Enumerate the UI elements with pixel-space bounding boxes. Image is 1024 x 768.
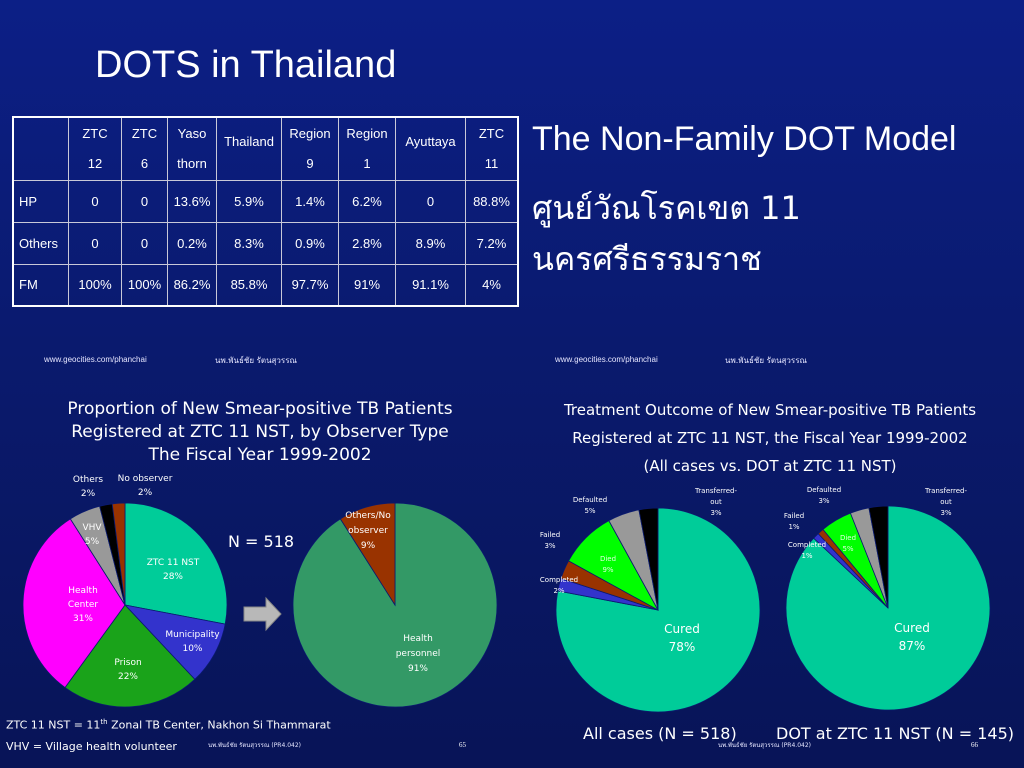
source-url-left: www.geocities.com/phanchai bbox=[44, 355, 147, 364]
page-number-left: 65 bbox=[459, 741, 466, 749]
observer-summary-pie bbox=[292, 502, 498, 708]
table-cell: 100% bbox=[68, 263, 122, 307]
pie-slice-transferred-out bbox=[868, 505, 889, 609]
outcome-all-cases-pie bbox=[555, 507, 761, 713]
table-cell: 1.4% bbox=[281, 179, 339, 223]
slice-label: Municipality 10% bbox=[165, 630, 220, 654]
caption-dot: DOT at ZTC 11 NST (N = 145) bbox=[776, 724, 1014, 743]
table-cell: 88.8% bbox=[465, 179, 519, 223]
table-cell: 91.1% bbox=[395, 263, 466, 307]
source-url-right: www.geocities.com/phanchai bbox=[555, 355, 658, 364]
page-number-right: 66 bbox=[971, 741, 978, 749]
slice-label: Transferred-out 3% bbox=[694, 487, 738, 517]
n-label: N = 518 bbox=[228, 532, 295, 551]
slice-label: Cured 87% bbox=[894, 621, 930, 653]
pie-slice-transferred-out bbox=[638, 507, 659, 611]
slice-label: Others 2% bbox=[72, 475, 104, 499]
author-right: นพ.พันธ์ชัย รัตนสุวรรณ bbox=[725, 356, 807, 365]
table-cell: 5.9% bbox=[216, 179, 282, 223]
footer-author-left: นพ.พันธ์ชัย รัตนสุวรรณ (PR4.042) bbox=[208, 742, 301, 749]
table-cell: 6.2% bbox=[338, 179, 396, 223]
slice-label: Transferred-out 3% bbox=[924, 487, 968, 517]
slice-label: Prison 22% bbox=[114, 658, 142, 682]
slice-label: No observer 2% bbox=[117, 474, 173, 498]
table-cell: 4% bbox=[465, 263, 519, 307]
pie-slice-no-observer bbox=[111, 502, 126, 606]
footer-author-right: นพ.พันธ์ชัย รัตนสุวรรณ (PR4.042) bbox=[718, 742, 811, 749]
slice-label: Completed 2% bbox=[539, 576, 579, 595]
table-cell: 86.2% bbox=[167, 263, 217, 307]
table-row: FM 100% 100% 86.2% 85.8% 97.7% 91% 91.1%… bbox=[12, 263, 519, 307]
slice-label: Died 9% bbox=[599, 555, 617, 574]
table-header-cell: Thailand bbox=[216, 116, 282, 181]
dots-comparison-table: ZTC 12 ZTC 6 Yaso thorn Thailand Region 9 Re… bbox=[12, 116, 519, 307]
pie-slice-prison bbox=[64, 604, 196, 708]
pie-slice-ztc-11-nst bbox=[124, 502, 228, 625]
table-cell: 91% bbox=[338, 263, 396, 307]
slide-title: DOTS in Thailand bbox=[95, 44, 397, 86]
table-header-row: ZTC 12 ZTC 6 Yaso thorn Thailand Region 9 Re… bbox=[12, 116, 519, 181]
footnote-vhv: VHV = Village health volunteer bbox=[6, 740, 177, 753]
table-cell: 0 bbox=[68, 221, 122, 265]
caption-all-cases: All cases (N = 518) bbox=[583, 724, 737, 743]
slice-label: Health Center 31% bbox=[67, 586, 99, 624]
thai-subtitle: ศูนย์วัณโรคเขต 11 นครศรีธรรมราช bbox=[532, 189, 801, 278]
outcome-dot-pie bbox=[785, 505, 991, 711]
table-header-cell: Yaso thorn bbox=[167, 116, 217, 181]
slice-label: Died 5% bbox=[839, 534, 857, 553]
slice-label: Defaulted 5% bbox=[572, 496, 608, 515]
slice-label: Defaulted 3% bbox=[806, 486, 842, 505]
table-cell: 7.2% bbox=[465, 221, 519, 265]
slice-label: Health personnel 91% bbox=[395, 634, 441, 674]
table-header-cell: Ayuttaya bbox=[395, 116, 466, 181]
table-row: HP 0 0 13.6% 5.9% 1.4% 6.2% 0 88.8% bbox=[12, 179, 519, 223]
observer-type-pie bbox=[22, 502, 228, 708]
table-cell: 2.8% bbox=[338, 221, 396, 265]
model-title: The Non-Family DOT Model bbox=[532, 120, 957, 158]
table-header-cell: ZTC 12 bbox=[68, 116, 122, 181]
table-cell: 0 bbox=[121, 179, 168, 223]
footnote-ztc: ZTC 11 NST = 11th Zonal TB Center, Nakho… bbox=[6, 718, 331, 732]
right-chart-title: Treatment Outcome of New Smear-positive … bbox=[563, 401, 977, 475]
table-cell: 97.7% bbox=[281, 263, 339, 307]
left-chart-title: Proportion of New Smear-positive TB Pati… bbox=[67, 399, 453, 465]
table-cell: 0 bbox=[68, 179, 122, 223]
table-cell: 0.9% bbox=[281, 221, 339, 265]
pie-slice-health-center bbox=[22, 518, 126, 689]
table-header-cell: Region 1 bbox=[338, 116, 396, 181]
slice-label: Cured 78% bbox=[664, 622, 700, 654]
pie-slice-others-no-observer bbox=[339, 502, 396, 607]
slice-label: VHV 5% bbox=[82, 523, 102, 547]
slice-label: Failed 3% bbox=[539, 531, 561, 550]
slice-label: ZTC 11 NST 28% bbox=[146, 558, 200, 582]
author-left: นพ.พันธ์ชัย รัตนสุวรรณ bbox=[215, 356, 297, 365]
row-label: FM bbox=[12, 263, 69, 307]
slice-label: Failed 1% bbox=[783, 512, 805, 531]
table-cell: 8.9% bbox=[395, 221, 466, 265]
slice-label: Completed 1% bbox=[787, 541, 827, 560]
slice-label: Others/No observer 9% bbox=[345, 511, 391, 551]
arrow-icon bbox=[243, 596, 282, 632]
